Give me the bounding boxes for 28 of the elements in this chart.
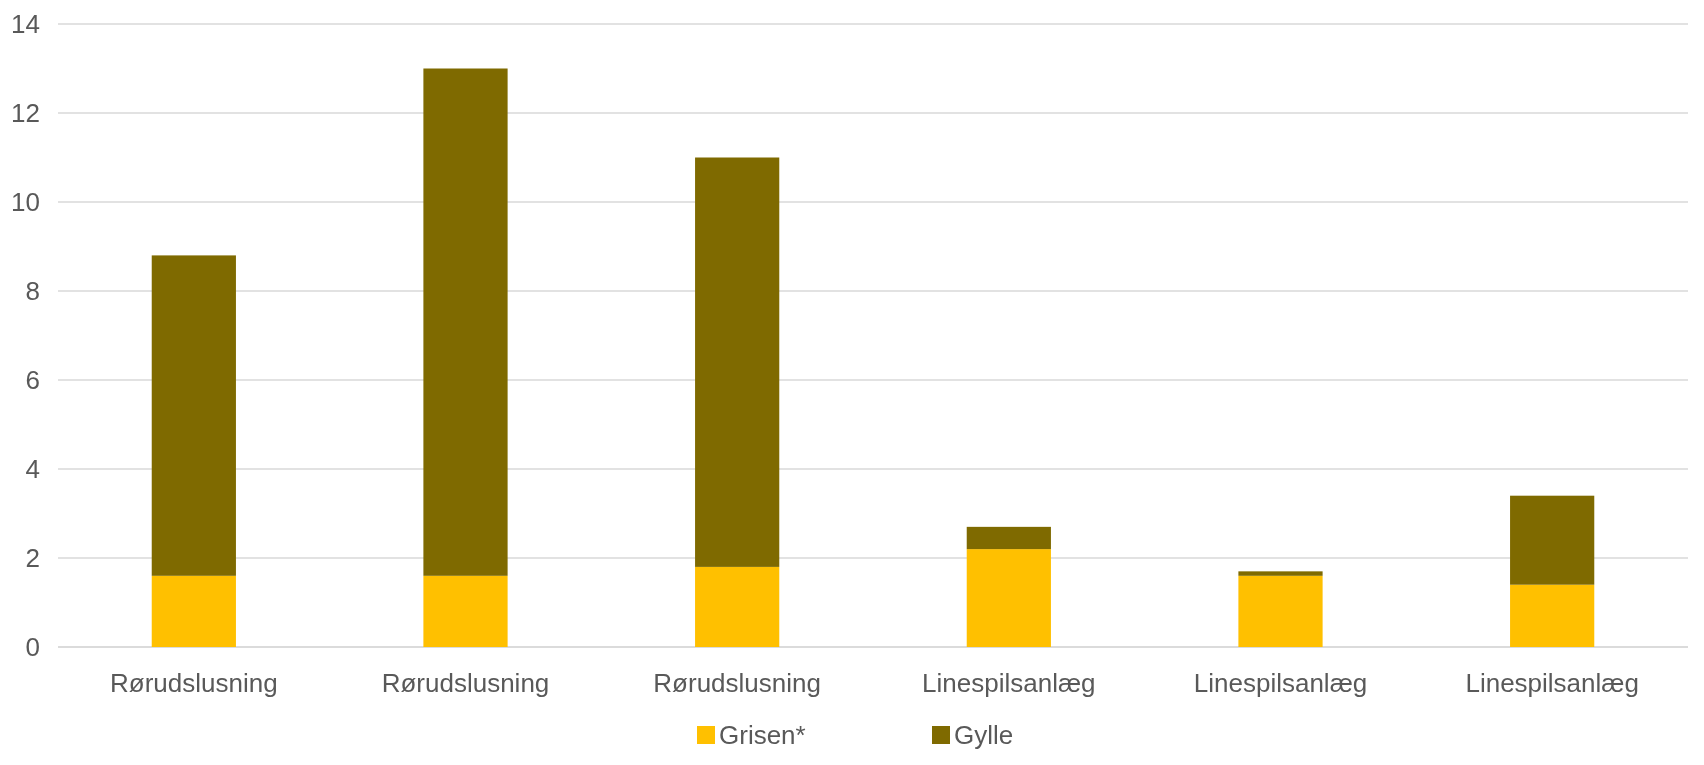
bar bbox=[151, 575, 236, 647]
x-tick-label: Rørudslusning bbox=[653, 668, 821, 698]
bar bbox=[695, 157, 780, 567]
bar bbox=[423, 575, 508, 647]
bar bbox=[1510, 584, 1595, 647]
y-tick-label: 6 bbox=[25, 365, 40, 396]
bar bbox=[1238, 571, 1323, 576]
bar bbox=[1510, 495, 1595, 585]
x-tick-label: Rørudslusning bbox=[110, 668, 278, 698]
x-tick-label: Linespilsanlæg bbox=[922, 668, 1096, 698]
y-tick-label: 4 bbox=[25, 454, 40, 485]
y-tick-label: 8 bbox=[25, 276, 40, 307]
bar bbox=[966, 526, 1051, 550]
y-tick-label: 0 bbox=[25, 632, 40, 663]
bar bbox=[1238, 575, 1323, 647]
legend-label: Gylle bbox=[954, 720, 1014, 751]
bar bbox=[695, 566, 780, 647]
y-tick-label: 2 bbox=[25, 543, 40, 574]
y-tick-label: 12 bbox=[11, 98, 40, 129]
x-tick-label: Rørudslusning bbox=[381, 668, 550, 698]
bar bbox=[423, 68, 508, 576]
bar bbox=[151, 255, 236, 576]
y-tick-label: 14 bbox=[11, 9, 40, 40]
x-tick-label: Linespilsanlæg bbox=[1193, 668, 1368, 698]
y-tick-label: 10 bbox=[11, 187, 40, 218]
bar bbox=[966, 549, 1051, 647]
x-tick-label: Linespilsanlæg bbox=[1465, 668, 1639, 698]
legend-label: Grisen* bbox=[719, 720, 806, 751]
